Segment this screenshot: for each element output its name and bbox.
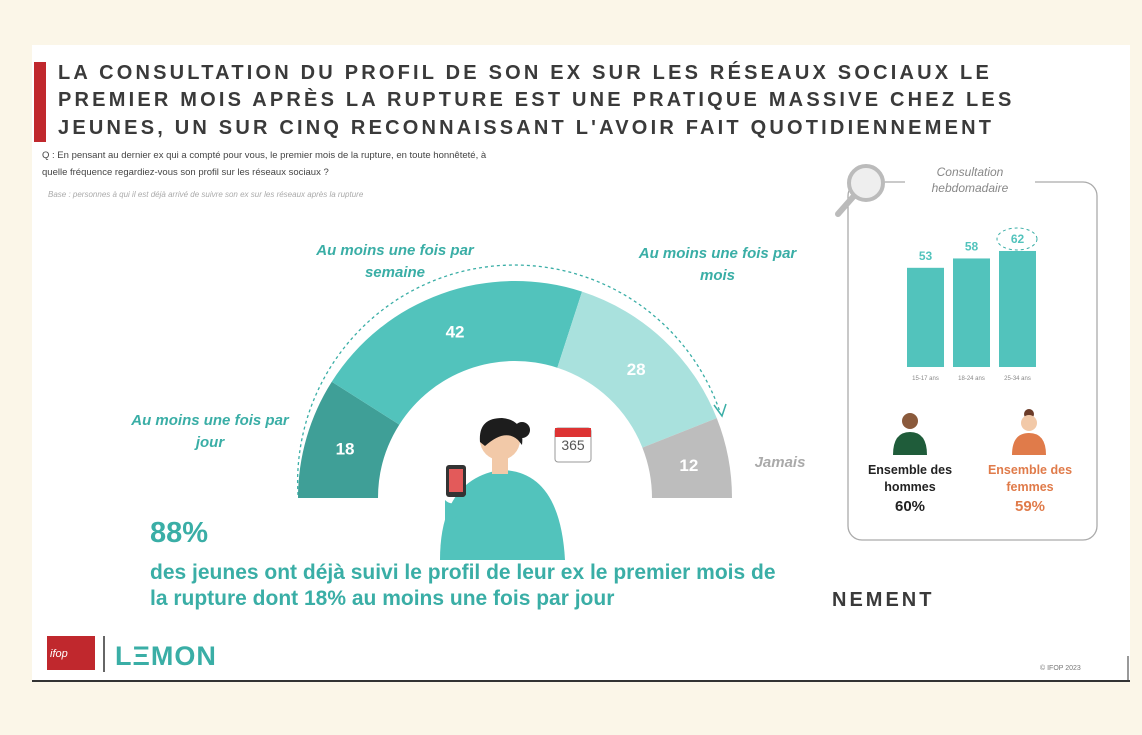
base-note: Base : personnes à qui il est déjà arriv…	[48, 190, 364, 199]
gauge-segment	[642, 418, 732, 498]
women-label: Ensemble des femmes	[987, 463, 1073, 494]
highlight-value: 88%	[150, 517, 209, 549]
gauge-category: Au moins une fois par mois	[638, 245, 797, 284]
copyright: © IFOP 2023	[1040, 665, 1081, 672]
bar-category: 18-24 ans	[958, 376, 985, 382]
gauge-segment	[557, 291, 717, 448]
bar	[999, 250, 1036, 367]
gauge-category: Jamais	[754, 454, 806, 471]
bar-value: 53	[919, 249, 933, 263]
bar-category: 15-17 ans	[912, 376, 939, 382]
bar-value: 58	[965, 239, 979, 253]
gauge-value: 12	[679, 456, 698, 475]
calendar-text: 365	[561, 437, 585, 453]
bar-category: 25-34 ans	[1004, 376, 1031, 382]
title-accent	[34, 62, 46, 142]
arc-arrow	[713, 403, 727, 418]
bar	[953, 258, 990, 367]
title-line: LA CONSULTATION DU PROFIL DE SON EX SUR …	[58, 62, 993, 84]
gauge-value: 18	[336, 440, 355, 459]
men-value: 60%	[894, 498, 926, 515]
woman-icon	[1012, 409, 1046, 455]
bar-value: 62	[1011, 232, 1025, 246]
lemon-logo: LΞMON	[115, 641, 217, 671]
gauge-category: Au moins une fois par jour	[131, 412, 289, 451]
gauge-category: Au moins une fois par semaine	[316, 242, 474, 281]
ifop-logo-text: ifop	[50, 648, 68, 660]
highlight-text: des jeunes ont déjà suivi le profil de l…	[150, 561, 776, 610]
gauge-segment	[298, 381, 400, 498]
bar-chart-title: Consultation hebdomadaire	[905, 164, 1035, 196]
calendar-icon	[554, 427, 592, 463]
women-value: 59%	[1014, 498, 1046, 515]
man-icon	[893, 413, 927, 455]
question: Q : En pensant au dernier ex qui a compt…	[42, 150, 487, 178]
title-line: PREMIER MOIS APRÈS LA RUPTURE EST UNE PR…	[58, 89, 1015, 111]
men-label: Ensemble des hommes	[867, 463, 953, 494]
magnifier	[847, 164, 885, 202]
text-fragment: NEMENT	[832, 589, 935, 611]
gauge-segment	[331, 281, 583, 425]
gauge-value: 28	[627, 360, 646, 379]
woman-illustration	[440, 418, 565, 560]
title-line: JEUNES, UN SUR CINQ RECONNAISSANT L'AVOI…	[58, 117, 995, 139]
highlight-circle	[996, 227, 1038, 251]
ifop-logo	[47, 636, 95, 670]
gauge-value: 42	[446, 322, 465, 341]
magnifier-handle	[835, 194, 856, 217]
bar	[907, 267, 944, 367]
